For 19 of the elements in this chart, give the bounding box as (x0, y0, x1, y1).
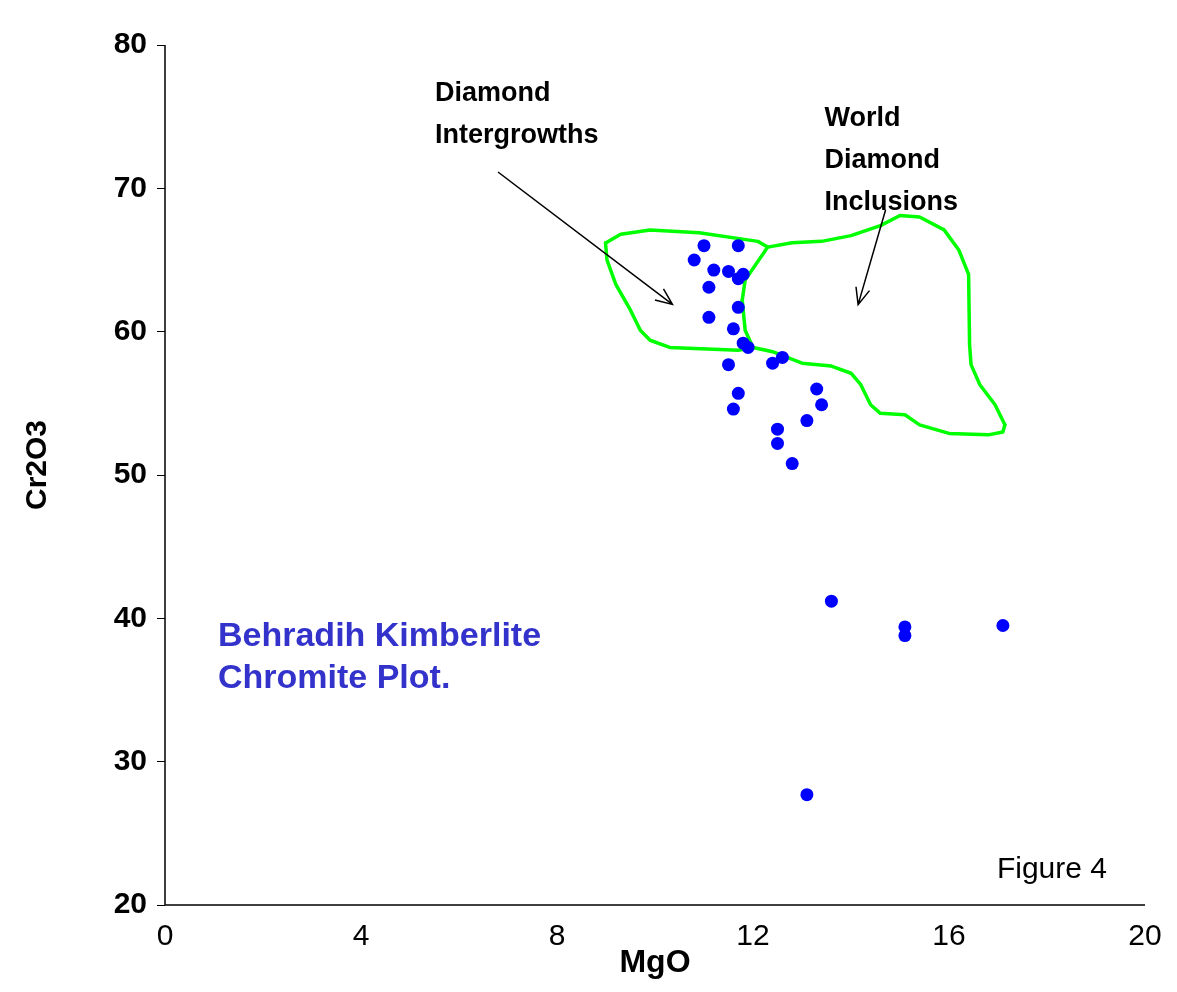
annotation: Figure 4 (996, 851, 1107, 885)
y-tick-label: 20 (113, 886, 147, 920)
y-tick-label: 60 (113, 312, 147, 346)
x-tick-label: 4 (352, 918, 370, 952)
x-tick-label: 20 (1128, 918, 1162, 952)
y-tick-label: 80 (113, 26, 147, 60)
x-tick-label: 8 (548, 918, 566, 952)
x-axis-title: MgO (619, 942, 691, 979)
y-tick-label: 40 (113, 599, 147, 633)
y-tick-label: 50 (113, 456, 147, 490)
y-tick-label: 30 (113, 742, 147, 776)
x-tick-label: 16 (932, 918, 966, 952)
y-axis-title: Cr2O3 (19, 419, 53, 511)
y-tick-label: 70 (113, 169, 147, 203)
annotation: Diamond Intergrowths (434, 76, 599, 149)
annotation: World Diamond Inclusions (824, 102, 959, 217)
x-tick-label: 12 (736, 918, 770, 952)
x-tick-label: 0 (156, 918, 174, 952)
text: Behradih Kimberlite Chromite Plot. (218, 615, 542, 696)
